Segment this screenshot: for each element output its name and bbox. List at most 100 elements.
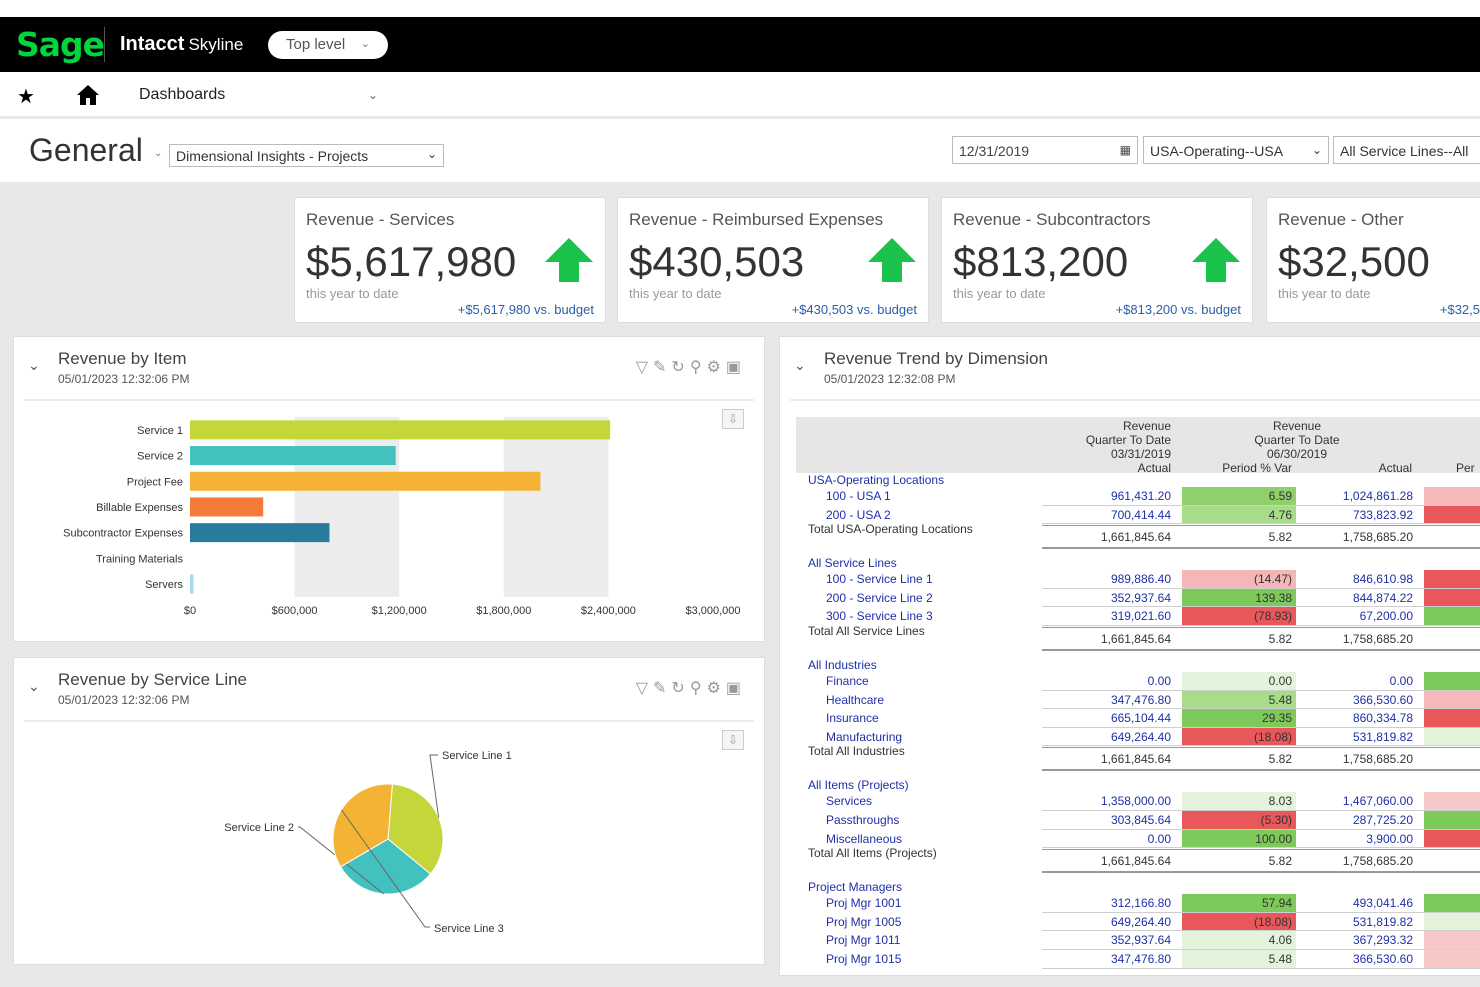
cell-actual-q1: 303,845.64: [1110, 813, 1171, 827]
trash-icon[interactable]: ▣: [725, 680, 746, 697]
cell-var: (14.47): [1182, 570, 1296, 588]
cell-per: [1424, 792, 1480, 810]
refresh-icon[interactable]: ↻: [671, 359, 690, 376]
sage-logo[interactable]: Sage: [16, 25, 105, 64]
row-label[interactable]: Miscellaneous: [826, 831, 903, 846]
cell-actual-q2[interactable]: 1,024,861.28: [1342, 489, 1413, 503]
row-label[interactable]: Healthcare: [826, 692, 885, 707]
page-header: General ⌄ Dimensional Insights - Project…: [0, 122, 1480, 182]
download-icon[interactable]: ⇩: [722, 409, 744, 429]
collapse-chevron-icon[interactable]: ⌄: [28, 357, 40, 373]
trash-icon[interactable]: ▣: [725, 359, 746, 376]
row-rule: [1042, 911, 1480, 913]
group-header[interactable]: All Items (Projects): [808, 778, 909, 793]
group-header[interactable]: All Industries: [808, 658, 877, 672]
collapse-chevron-icon[interactable]: ⌄: [28, 678, 40, 694]
refresh-icon[interactable]: ↻: [671, 680, 690, 697]
row-label[interactable]: Proj Mgr 1011: [826, 933, 901, 948]
collapse-chevron-icon[interactable]: ⌄: [794, 357, 806, 373]
kpi-card-services[interactable]: Revenue - Services $5,617,980 this year …: [294, 197, 606, 323]
kpi-card-subcontractors[interactable]: Revenue - Subcontractors $813,200 this y…: [941, 197, 1253, 323]
cell-var: 6.59: [1182, 487, 1296, 505]
gear-icon[interactable]: ⚙: [706, 359, 726, 376]
bar[interactable]: [190, 471, 541, 491]
bar[interactable]: [190, 420, 611, 440]
row-label[interactable]: Proj Mgr 1005: [826, 914, 902, 929]
cell-var: (78.93): [1182, 607, 1296, 625]
cell-actual-q2[interactable]: 493,041.46: [1352, 896, 1413, 911]
cell-actual-q2[interactable]: 531,819.82: [1352, 914, 1413, 929]
cell-actual-q2[interactable]: 3,900.00: [1366, 831, 1413, 846]
filter-icon[interactable]: ▽: [635, 680, 653, 697]
search-icon[interactable]: ⚲: [689, 680, 707, 697]
total-actual-q2: 1,758,685.20: [1342, 530, 1413, 545]
cell-per: [1424, 811, 1480, 829]
panel-toolbar: ▽✎↻⚲⚙▣: [636, 357, 746, 377]
row-label[interactable]: 300 - Service Line 3: [826, 609, 933, 624]
row-label[interactable]: Proj Mgr 1001: [826, 896, 902, 911]
cell-actual-q2[interactable]: 860,334.78: [1352, 711, 1413, 726]
bar[interactable]: [190, 497, 264, 517]
chevron-down-icon: ⌄: [360, 38, 370, 50]
panel-timestamp: 05/01/2023 12:32:06 PM: [58, 372, 190, 386]
cell-per: [1424, 487, 1480, 505]
cell-actual-q2[interactable]: 67,200.00: [1359, 609, 1413, 624]
row-label[interactable]: Passthroughs: [826, 813, 900, 827]
group-header[interactable]: All Service Lines: [808, 556, 897, 571]
dashboards-menu[interactable]: Dashboards: [139, 86, 226, 103]
kpi-value: $430,503: [629, 238, 805, 285]
row-label[interactable]: Finance: [826, 674, 869, 688]
cell-actual-q2[interactable]: 366,530.60: [1352, 952, 1413, 966]
cell-actual-q2[interactable]: 0.00: [1389, 674, 1413, 688]
row-label[interactable]: 200 - Service Line 2: [826, 590, 933, 605]
kpi-card-other[interactable]: Revenue - Other $32,500 this year to dat…: [1266, 197, 1480, 323]
row-label[interactable]: Insurance: [826, 711, 879, 726]
kpi-subtitle: this year to date: [629, 286, 722, 301]
cell-actual-q2[interactable]: 366,530.60: [1352, 692, 1413, 707]
download-icon[interactable]: ⇩: [722, 730, 744, 750]
cell-actual-q2[interactable]: 733,823.92: [1352, 507, 1413, 522]
row-label[interactable]: 100 - USA 1: [826, 489, 891, 503]
gear-icon[interactable]: ⚙: [706, 680, 726, 697]
chevron-down-icon[interactable]: ⌄: [368, 88, 379, 102]
row-rule: [1042, 625, 1480, 626]
group-header[interactable]: Project Managers: [808, 880, 903, 895]
dashboard-select[interactable]: Dimensional Insights - Projects ⌄: [169, 144, 444, 167]
row-label[interactable]: Services: [826, 794, 873, 809]
bar[interactable]: [190, 446, 396, 466]
chevron-down-icon[interactable]: ⌄: [154, 148, 163, 159]
total-actual-q1: 1,661,845.64: [1100, 752, 1171, 767]
cell-actual-q2[interactable]: 367,293.32: [1352, 933, 1413, 948]
row-label[interactable]: 100 - Service Line 1: [826, 572, 933, 587]
filter-icon[interactable]: ▽: [635, 359, 653, 376]
location-filter[interactable]: USA-Operating--USA ⌄: [1143, 136, 1329, 164]
cell-per: [1424, 727, 1480, 746]
total-rule: [1042, 627, 1480, 628]
calendar-icon[interactable]: ▦: [1119, 143, 1131, 157]
level-selector[interactable]: Top level ⌄: [268, 31, 388, 59]
row-label[interactable]: 200 - USA 2: [826, 507, 891, 522]
kpi-card-reimbursed[interactable]: Revenue - Reimbursed Expenses $430,503 t…: [617, 197, 929, 323]
header-line: 06/30/2019: [1266, 447, 1328, 461]
edit-icon[interactable]: ✎: [653, 359, 672, 376]
cell-var: 4.06: [1182, 931, 1296, 949]
cell-actual-q2[interactable]: 531,819.82: [1352, 729, 1413, 744]
cell-actual-q2[interactable]: 844,874.22: [1352, 590, 1413, 605]
cell-actual-q2[interactable]: 846,610.98: [1352, 572, 1413, 587]
edit-icon[interactable]: ✎: [653, 680, 672, 697]
group-header[interactable]: USA-Operating Locations: [808, 473, 945, 487]
bar[interactable]: [190, 574, 194, 594]
cell-actual-q2[interactable]: 1,467,060.00: [1342, 794, 1413, 809]
slice-label: Service Line 1: [442, 750, 512, 762]
star-icon[interactable]: ★: [17, 86, 35, 108]
date-filter[interactable]: 12/31/2019 ▦: [952, 136, 1138, 164]
row-label[interactable]: Proj Mgr 1015: [826, 952, 902, 966]
row-label[interactable]: Manufacturing: [826, 729, 903, 744]
cell-per: [1424, 894, 1480, 912]
search-icon[interactable]: ⚲: [689, 359, 707, 376]
cell-actual-q2[interactable]: 287,725.20: [1352, 813, 1413, 827]
total-double-rule: [1042, 547, 1480, 550]
service-line-filter[interactable]: All Service Lines--All: [1333, 136, 1480, 164]
home-icon[interactable]: [76, 84, 100, 106]
bar[interactable]: [190, 523, 330, 543]
